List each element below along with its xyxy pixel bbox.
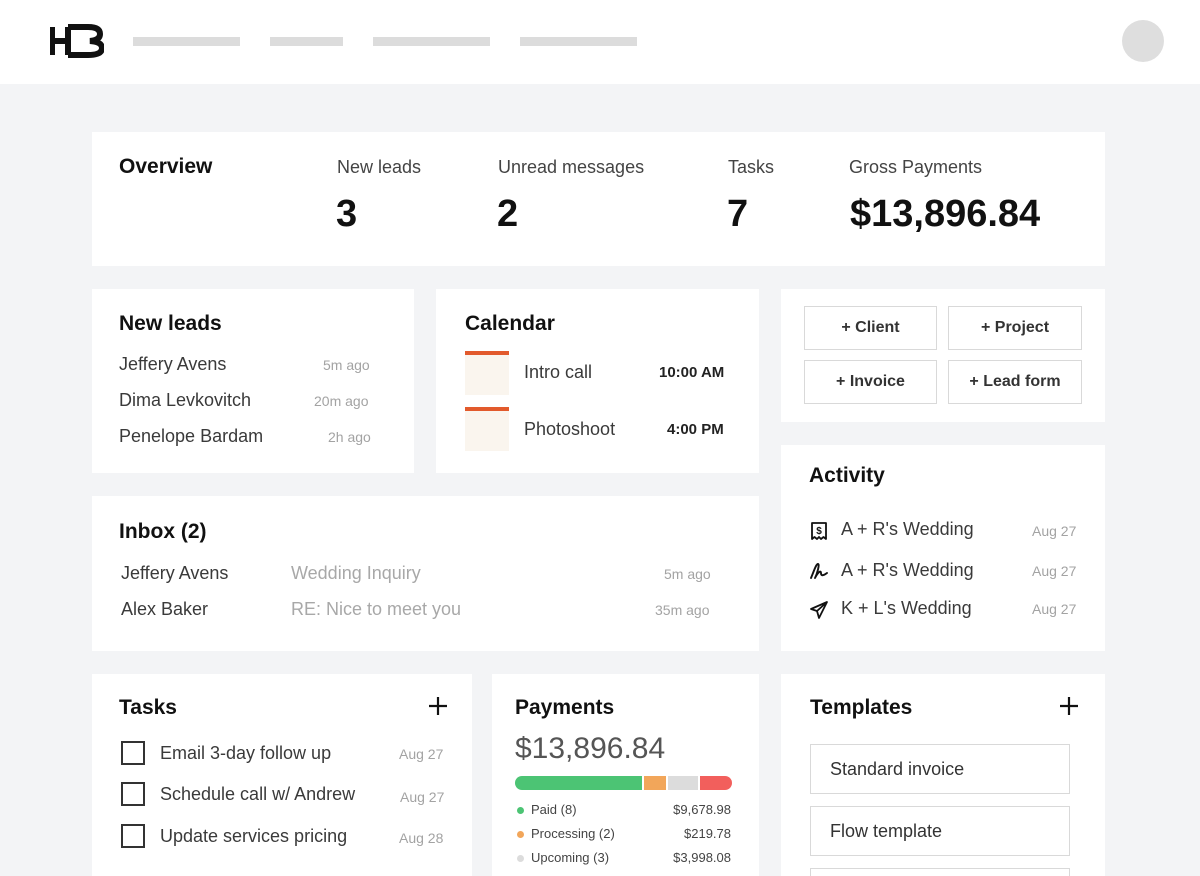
invoice-dollar-icon: $ bbox=[811, 522, 827, 540]
task-checkbox[interactable] bbox=[121, 741, 145, 765]
task-date: Aug 27 bbox=[400, 789, 445, 805]
add-invoice-button[interactable]: + Invoice bbox=[804, 360, 937, 404]
inbox-title: Inbox (2) bbox=[119, 520, 207, 543]
payment-status-label[interactable]: Upcoming (3) bbox=[531, 850, 610, 865]
upcoming-segment bbox=[667, 776, 698, 790]
activity-item-date: Aug 27 bbox=[1032, 523, 1077, 539]
nav-item-placeholder-3[interactable] bbox=[373, 37, 490, 46]
tasks-title: Tasks bbox=[119, 696, 177, 719]
paid-segment bbox=[515, 776, 643, 790]
inbox-message-time: 5m ago bbox=[664, 566, 711, 582]
add-client-button[interactable]: + Client bbox=[804, 306, 937, 350]
activity-card bbox=[781, 445, 1105, 651]
processing-segment bbox=[644, 776, 666, 790]
task-checkbox[interactable] bbox=[121, 824, 145, 848]
lead-name[interactable]: Penelope Bardam bbox=[119, 426, 264, 446]
nav-item-placeholder-2[interactable] bbox=[270, 37, 343, 46]
inbox-message-subject[interactable]: Wedding Inquiry bbox=[291, 563, 421, 583]
payment-status-amount: $219.78 bbox=[684, 826, 731, 841]
activity-item-date: Aug 27 bbox=[1032, 563, 1077, 579]
payments-title: Payments bbox=[515, 696, 615, 719]
lead-time: 20m ago bbox=[314, 393, 369, 409]
template-item[interactable]: Flow template bbox=[810, 806, 1070, 856]
activity-item-text[interactable]: A + R's Wedding bbox=[841, 519, 974, 539]
task-text[interactable]: Update services pricing bbox=[160, 826, 348, 846]
activity-item-text[interactable]: K + L's Wedding bbox=[841, 598, 972, 618]
paid-dot-icon bbox=[517, 807, 524, 814]
calendar-event-title[interactable]: Intro call bbox=[524, 362, 593, 382]
task-text[interactable]: Email 3-day follow up bbox=[160, 743, 332, 763]
add-lead-form-button[interactable]: + Lead form bbox=[948, 360, 1082, 404]
task-date: Aug 27 bbox=[399, 746, 444, 762]
calendar-title: Calendar bbox=[465, 312, 555, 335]
activity-item-date: Aug 27 bbox=[1032, 601, 1077, 617]
activity-item-text[interactable]: A + R's Wedding bbox=[841, 560, 974, 580]
new-leads-card bbox=[92, 289, 414, 473]
avatar[interactable] bbox=[1122, 20, 1164, 62]
upcoming-dot-icon bbox=[517, 855, 524, 862]
nav-item-placeholder-4[interactable] bbox=[520, 37, 637, 46]
paper-plane-icon bbox=[810, 601, 828, 619]
task-text[interactable]: Schedule call w/ Andrew bbox=[160, 784, 356, 804]
calendar-event-time: 10:00 AM bbox=[659, 364, 725, 381]
overdue-segment bbox=[699, 776, 732, 790]
stat-value-gross-payments[interactable]: $13,896.84 bbox=[850, 193, 1041, 235]
calendar-event-time: 4:00 PM bbox=[667, 421, 724, 438]
inbox-message-sender[interactable]: Jeffery Avens bbox=[121, 563, 229, 583]
activity-title: Activity bbox=[809, 464, 885, 487]
add-project-button[interactable]: + Project bbox=[948, 306, 1082, 350]
stat-label-new-leads: New leads bbox=[337, 157, 422, 177]
processing-dot-icon bbox=[517, 831, 524, 838]
lead-name[interactable]: Jeffery Avens bbox=[119, 354, 227, 374]
stat-label-gross-payments: Gross Payments bbox=[849, 157, 983, 177]
add-template-plus-icon[interactable] bbox=[1058, 695, 1080, 717]
overview-card bbox=[92, 132, 1105, 266]
payments-total[interactable]: $13,896.84 bbox=[515, 732, 666, 765]
nav-item-placeholder-1[interactable] bbox=[133, 37, 240, 46]
payment-status-label[interactable]: Processing (2) bbox=[531, 826, 615, 841]
stat-value-tasks[interactable]: 7 bbox=[727, 193, 749, 235]
task-checkbox[interactable] bbox=[121, 782, 145, 806]
lead-name[interactable]: Dima Levkovitch bbox=[119, 390, 252, 410]
inbox-card bbox=[92, 496, 759, 651]
lead-time: 2h ago bbox=[328, 429, 371, 445]
add-task-plus-icon[interactable] bbox=[427, 695, 449, 717]
inbox-message-subject[interactable]: RE: Nice to meet you bbox=[291, 599, 462, 619]
payments-card bbox=[492, 674, 759, 876]
overview-title: Overview bbox=[119, 155, 213, 178]
payment-status-label[interactable]: Paid (8) bbox=[531, 802, 577, 817]
svg-text:$: $ bbox=[816, 526, 822, 537]
hb-logo-icon[interactable] bbox=[50, 24, 104, 58]
calendar-event-icon bbox=[465, 407, 509, 451]
calendar-event-icon bbox=[465, 351, 509, 395]
lead-time: 5m ago bbox=[323, 357, 370, 373]
stat-label-unread-messages: Unread messages bbox=[498, 157, 645, 177]
template-item-partial[interactable] bbox=[810, 868, 1070, 876]
task-date: Aug 28 bbox=[399, 830, 444, 846]
stat-value-new-leads[interactable]: 3 bbox=[336, 193, 358, 235]
payment-status-amount: $3,998.08 bbox=[673, 850, 731, 865]
inbox-message-time: 35m ago bbox=[655, 602, 710, 618]
inbox-message-sender[interactable]: Alex Baker bbox=[121, 599, 209, 619]
tasks-card bbox=[92, 674, 472, 876]
template-item[interactable]: Standard invoice bbox=[810, 744, 1070, 794]
templates-title: Templates bbox=[810, 696, 913, 719]
stat-label-tasks: Tasks bbox=[728, 157, 775, 177]
top-navigation-bar bbox=[0, 0, 1200, 84]
calendar-event-title[interactable]: Photoshoot bbox=[524, 419, 616, 439]
signature-icon bbox=[810, 563, 828, 579]
payment-status-amount: $9,678.98 bbox=[673, 802, 731, 817]
new-leads-title: New leads bbox=[119, 312, 222, 335]
stat-value-unread-messages[interactable]: 2 bbox=[497, 193, 519, 235]
